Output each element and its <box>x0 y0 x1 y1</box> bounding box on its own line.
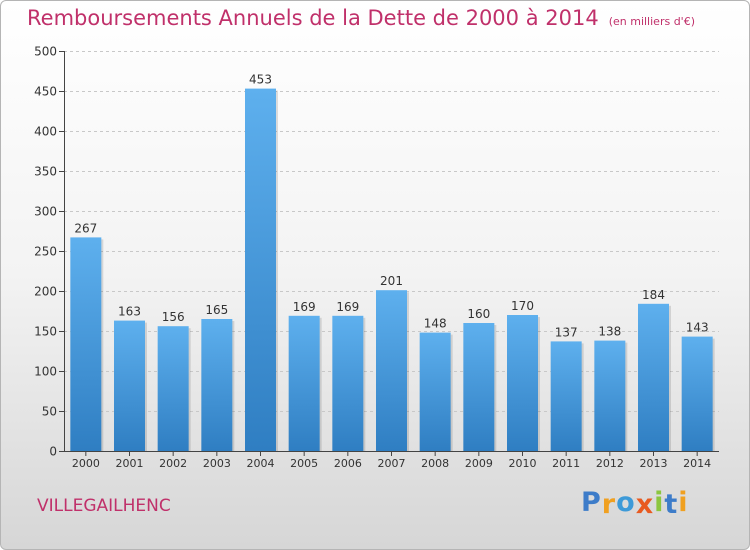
x-tick-label: 2009 <box>465 457 493 470</box>
commune-name: VILLEGAILHENC <box>37 496 171 516</box>
bar <box>550 341 582 451</box>
bar-value-label: 169 <box>336 300 359 314</box>
logo-letter: o <box>616 487 636 518</box>
x-tick-label: 2012 <box>596 457 624 470</box>
x-tick-label: 2008 <box>421 457 449 470</box>
x-tick-label: 2014 <box>683 457 711 470</box>
bar <box>157 326 189 451</box>
bar <box>288 315 320 451</box>
labels: 0 50 100 150 200 250 300 350 400 450 500 267 2000 163… <box>34 45 711 471</box>
y-tick-label: 100 <box>34 365 57 379</box>
bar-value-label: 170 <box>511 299 534 313</box>
axes <box>59 51 719 456</box>
bar <box>332 315 364 451</box>
bar-value-label: 201 <box>380 274 403 288</box>
logo-letter: i <box>678 487 689 518</box>
x-tick-label: 2006 <box>334 457 362 470</box>
bar <box>70 237 102 451</box>
logo-letter: t <box>664 489 679 520</box>
y-tick-label: 350 <box>34 165 57 179</box>
proxiti-logo[interactable]: Proxiti <box>581 487 689 520</box>
y-tick-label: 0 <box>49 445 57 459</box>
chart-title: Remboursements Annuels de la Dette de 20… <box>27 6 695 30</box>
logo-letter: i <box>654 487 665 518</box>
x-tick-label: 2004 <box>247 457 275 470</box>
bar <box>245 88 276 451</box>
x-tick-label: 2001 <box>116 457 144 470</box>
bar <box>507 315 538 451</box>
x-tick-label: 2003 <box>203 457 231 470</box>
bar <box>681 336 713 451</box>
bar-value-label: 143 <box>686 321 709 335</box>
bar <box>594 340 626 451</box>
y-tick-label: 150 <box>34 325 57 339</box>
bar-value-label: 267 <box>74 221 97 235</box>
bar-value-label: 148 <box>424 317 447 331</box>
bar-value-label: 165 <box>205 303 228 317</box>
bar-value-label: 156 <box>162 310 185 324</box>
x-tick-label: 2000 <box>72 457 100 470</box>
bar-value-label: 184 <box>642 288 665 302</box>
bar <box>201 319 233 451</box>
bar-value-label: 169 <box>293 300 316 314</box>
bar <box>114 320 145 451</box>
x-tick-label: 2002 <box>159 457 187 470</box>
chart-title-text: Remboursements Annuels de la Dette de 20… <box>27 6 599 30</box>
y-tick-label: 250 <box>34 245 57 259</box>
y-tick-label: 500 <box>34 45 57 59</box>
x-tick-label: 2013 <box>640 457 668 470</box>
bar <box>376 290 407 451</box>
bar-value-label: 138 <box>598 325 621 339</box>
bar-value-label: 453 <box>249 73 272 87</box>
logo-letter: x <box>635 489 655 520</box>
bar-value-label: 163 <box>118 305 141 319</box>
x-tick-label: 2005 <box>290 457 318 470</box>
y-tick-label: 200 <box>34 285 57 299</box>
chart-subtitle: (en milliers d'€) <box>608 15 695 28</box>
logo-letter: r <box>601 489 617 520</box>
y-tick-label: 300 <box>34 205 57 219</box>
x-tick-label: 2010 <box>509 457 537 470</box>
bars <box>70 88 715 451</box>
bar <box>638 303 669 451</box>
y-tick-label: 450 <box>34 85 57 99</box>
bar <box>463 323 495 451</box>
bar-value-label: 160 <box>467 307 490 321</box>
y-tick-label: 50 <box>42 405 57 419</box>
bar-value-label: 137 <box>555 325 578 339</box>
y-tick-label: 400 <box>34 125 57 139</box>
x-tick-label: 2007 <box>378 457 406 470</box>
x-tick-label: 2011 <box>552 457 580 470</box>
bar <box>419 332 451 451</box>
logo-letter: P <box>581 487 602 518</box>
